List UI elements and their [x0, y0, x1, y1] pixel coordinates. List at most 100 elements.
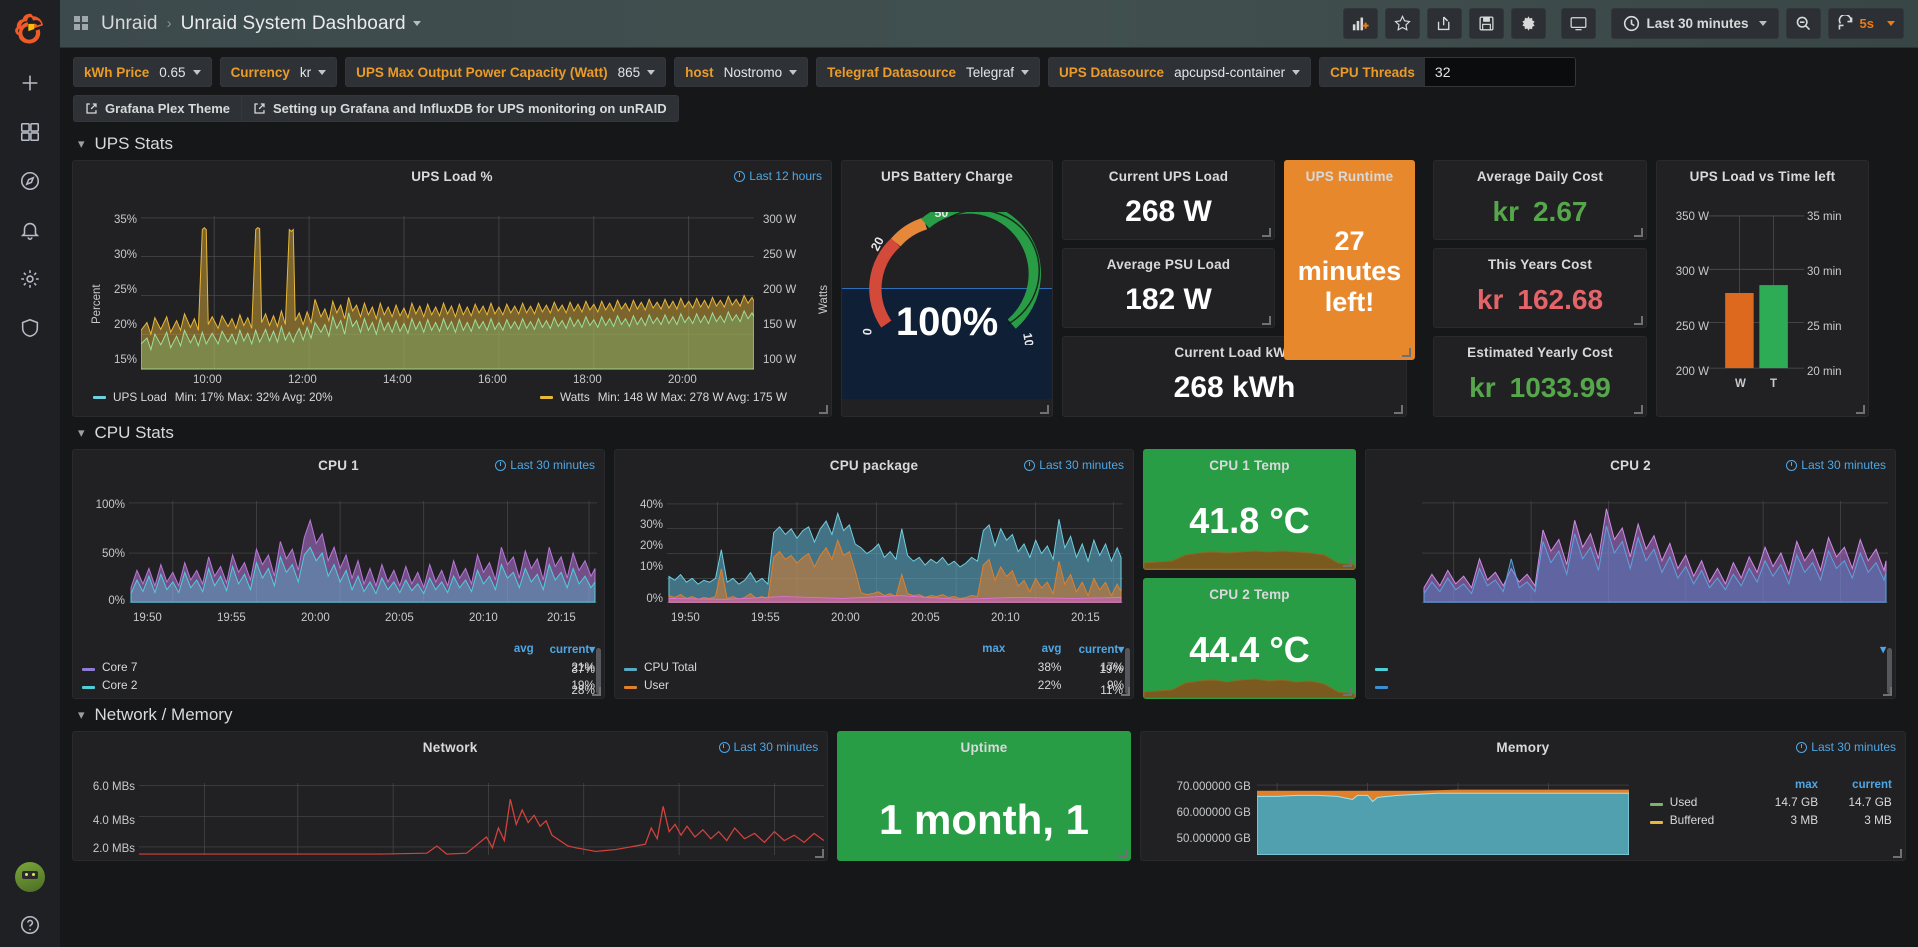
save-dashboard-button[interactable] — [1469, 8, 1505, 39]
sidebar-item-explore[interactable] — [0, 156, 60, 205]
legend-series-name[interactable]: Used — [1641, 793, 1754, 811]
variable-value[interactable]: 865 — [618, 65, 666, 80]
legend-col-header[interactable] — [1366, 640, 1834, 658]
legend-series-name[interactable]: CPU Total — [615, 658, 1014, 676]
panel-this-years-cost[interactable]: This Years Cost kr 162.68 — [1433, 248, 1647, 328]
variable-value[interactable]: Nostromo — [724, 65, 808, 80]
panel-resize-handle[interactable] — [592, 687, 602, 697]
panel-time-range[interactable]: Last 30 minutes — [718, 740, 818, 754]
variable-kwh-price[interactable]: kWh Price 0.65 — [73, 57, 212, 87]
legend-row[interactable]: Core 7 21% — [73, 658, 604, 676]
panel-resize-handle[interactable] — [1117, 849, 1128, 859]
tv-mode-button[interactable] — [1561, 8, 1597, 39]
panel-resize-handle[interactable] — [815, 849, 825, 859]
link-grafana-plex-theme[interactable]: Grafana Plex Theme — [73, 95, 242, 122]
legend-row[interactable]: CPU Total 38% 17% — [615, 658, 1133, 676]
panel-time-range[interactable]: Last 30 minutes — [1796, 740, 1896, 754]
panel-average-daily-cost[interactable]: Average Daily Cost kr 2.67 — [1433, 160, 1647, 240]
legend-col-header[interactable]: max — [1795, 779, 1819, 791]
panel-resize-handle[interactable] — [1121, 687, 1131, 697]
panel-time-range[interactable]: Last 30 minutes — [1786, 458, 1886, 472]
variable-cpu-threads[interactable]: CPU Threads — [1319, 57, 1576, 87]
panel-memory[interactable]: Memory Last 30 minutes 70.000000 GB 60.0… — [1139, 731, 1906, 861]
chevron-down-icon[interactable] — [412, 21, 421, 26]
panel-ups-load-vs-time-left[interactable]: UPS Load vs Time left 350 W 300 W 250 W … — [1656, 160, 1869, 417]
cpu-threads-input[interactable] — [1424, 58, 1575, 86]
page-title[interactable]: Unraid System Dashboard — [180, 12, 406, 34]
panel-resize-handle[interactable] — [1634, 405, 1644, 415]
variable-value[interactable]: Telegraf — [966, 65, 1039, 80]
share-dashboard-button[interactable] — [1427, 8, 1463, 39]
legend-series-name[interactable]: User — [615, 676, 1014, 694]
legend-scrollbar[interactable] — [1887, 648, 1892, 694]
panel-resize-handle[interactable] — [1343, 687, 1353, 697]
sidebar-item-alerting[interactable] — [0, 205, 60, 254]
user-avatar[interactable] — [0, 851, 60, 903]
legend-series-name[interactable] — [1366, 658, 1834, 676]
legend-series-name[interactable]: Core 2 — [73, 676, 543, 694]
legend-scrollbar[interactable] — [596, 648, 601, 694]
panel-resize-handle[interactable] — [1262, 316, 1272, 326]
dashboard-settings-button[interactable] — [1511, 8, 1547, 39]
legend-row[interactable] — [1366, 676, 1895, 694]
row-header-ups-stats[interactable]: ▾ UPS Stats — [60, 128, 1918, 160]
memory-chart[interactable]: 70.000000 GB 60.000000 GB 50.000000 GB m… — [1141, 755, 1905, 855]
panel-cpu2[interactable]: CPU 2 Last 30 minutes — [1365, 449, 1896, 699]
sidebar-item-configuration[interactable] — [0, 254, 60, 303]
panel-resize-handle[interactable] — [1893, 849, 1903, 859]
panel-estimated-yearly-cost[interactable]: Estimated Yearly Cost kr 1033.99 — [1433, 336, 1647, 417]
variable-value[interactable]: kr — [300, 65, 336, 80]
panel-resize-handle[interactable] — [1883, 687, 1893, 697]
panel-cpu-package[interactable]: CPU package Last 30 minutes 40% 30% 20% … — [614, 449, 1134, 699]
panel-resize-handle[interactable] — [1634, 228, 1644, 238]
sidebar-item-server-admin[interactable] — [0, 303, 60, 352]
legend-series-name[interactable]: Core 7 — [73, 658, 543, 676]
legend-item[interactable]: Watts Min: 148 W Max: 278 W Avg: 175 W — [540, 390, 787, 404]
breadcrumb-folder[interactable]: Unraid — [101, 12, 158, 34]
panel-resize-handle[interactable] — [1856, 405, 1866, 415]
row-header-cpu-stats[interactable]: ▾ CPU Stats — [60, 417, 1918, 449]
panel-cpu2-temp[interactable]: CPU 2 Temp 44.4 °C — [1143, 578, 1356, 699]
variable-value[interactable]: apcupsd-container — [1174, 65, 1310, 80]
link-ups-monitoring-guide[interactable]: Setting up Grafana and InfluxDB for UPS … — [242, 95, 679, 122]
variable-value[interactable]: 0.65 — [159, 65, 210, 80]
panel-cpu1[interactable]: CPU 1 Last 30 minutes 100% 50% 0% — [72, 449, 605, 699]
cpu-package-chart[interactable]: 40% 30% 20% 10% 0% 19:50 19 — [615, 473, 1133, 624]
grafana-logo-icon[interactable] — [0, 0, 60, 58]
legend-row[interactable]: User 22% 9% — [615, 676, 1133, 694]
legend-col-header[interactable]: max — [982, 643, 1006, 655]
variable-ups-max-output-power-capacity[interactable]: UPS Max Output Power Capacity (Watt) 865 — [345, 57, 667, 87]
legend-scrollbar[interactable] — [1125, 648, 1130, 694]
zoom-out-time-button[interactable] — [1785, 8, 1821, 39]
legend-row[interactable]: Core 2 19% — [73, 676, 604, 694]
variable-telegraf-datasource[interactable]: Telegraf Datasource Telegraf — [816, 57, 1041, 87]
cpu2-chart[interactable] — [1366, 473, 1895, 613]
legend-col-header[interactable]: avg — [1041, 643, 1062, 655]
ups-load-chart[interactable]: Percent 35% 30% 25% 20% 15% Watts 300 W … — [73, 184, 831, 386]
legend-col-header[interactable]: ▾ — [1880, 644, 1886, 656]
legend-col-header[interactable]: current▾ — [1078, 644, 1124, 656]
refresh-picker[interactable]: 5s — [1827, 8, 1904, 39]
legend-row[interactable] — [1366, 658, 1895, 676]
panel-resize-handle[interactable] — [1634, 316, 1644, 326]
row-header-network-memory[interactable]: ▾ Network / Memory — [60, 699, 1918, 731]
sidebar-item-create[interactable] — [0, 58, 60, 107]
side-navigation[interactable] — [0, 0, 60, 947]
panel-time-range[interactable]: Last 30 minutes — [1024, 458, 1124, 472]
legend-col-header[interactable]: current — [1852, 779, 1892, 791]
panel-network[interactable]: Network Last 30 minutes 6.0 MBs 4.0 MBs … — [72, 731, 829, 861]
add-panel-button[interactable] — [1343, 8, 1379, 39]
panel-resize-handle[interactable] — [1402, 348, 1412, 358]
panel-current-ups-load[interactable]: Current UPS Load 268 W — [1062, 160, 1275, 240]
legend-series-name[interactable]: Buffered — [1641, 811, 1754, 829]
legend-row[interactable]: Buffered 3 MB 3 MB — [1641, 811, 1901, 829]
panel-average-psu-load[interactable]: Average PSU Load 182 W — [1062, 248, 1275, 328]
panel-ups-runtime[interactable]: UPS Runtime 27 minutes left! — [1284, 160, 1415, 360]
panel-resize-handle[interactable] — [1262, 228, 1272, 238]
legend-row[interactable]: Used 14.7 GB 14.7 GB — [1641, 793, 1901, 811]
cpu1-chart[interactable]: 100% 50% 0% 19:50 19:55 20:00 20:05 20:1… — [73, 473, 604, 624]
panel-time-range[interactable]: Last 30 minutes — [495, 458, 595, 472]
panel-resize-handle[interactable] — [1040, 405, 1050, 415]
star-dashboard-button[interactable] — [1385, 8, 1421, 39]
panel-resize-handle[interactable] — [1343, 558, 1353, 568]
